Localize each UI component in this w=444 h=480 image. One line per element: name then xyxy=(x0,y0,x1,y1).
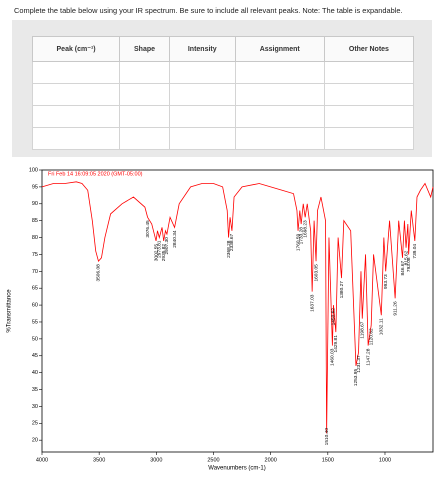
peak-label: 1032.11 xyxy=(379,318,385,335)
y-tick-label: 85 xyxy=(32,218,38,224)
table-panel: Peak (cm⁻¹) Shape Intensity Assignment O… xyxy=(12,20,432,157)
y-axis-label: %Transmittance xyxy=(7,289,13,333)
cell[interactable] xyxy=(31,127,121,150)
peak-label: 1460.03 xyxy=(330,348,336,366)
ir-spectrum: Fri Feb 14 16:09:05 2020 (GMT-05:00) Wav… xyxy=(7,167,434,472)
peak-label: 1120.62 xyxy=(368,328,374,345)
cell[interactable] xyxy=(323,61,415,84)
y-tick-label: 20 xyxy=(32,438,38,444)
y-tick-label: 60 xyxy=(32,303,38,309)
peak-label: 1637.03 xyxy=(309,294,315,312)
y-tick-label: 45 xyxy=(32,353,38,359)
y-tick-label: 30 xyxy=(32,404,38,410)
peak-label: 1510.40 xyxy=(324,428,330,446)
cell[interactable] xyxy=(119,105,170,128)
peak-label: 1429.81 xyxy=(333,335,339,353)
cell[interactable] xyxy=(168,105,236,128)
cell[interactable] xyxy=(119,127,170,150)
peak-label: 793.08 xyxy=(406,257,412,272)
x-tick-label: 1000 xyxy=(379,457,391,463)
peak-label: 1760.59 xyxy=(295,233,301,251)
x-tick-label: 1500 xyxy=(322,457,334,463)
cell[interactable] xyxy=(119,83,170,106)
x-tick-label: 4000 xyxy=(36,457,48,463)
peak-label: 3002.55 xyxy=(153,244,159,262)
y-tick-label: 90 xyxy=(32,201,38,207)
header-cell: Assignment xyxy=(234,36,325,62)
peak-label: 2973.81 xyxy=(157,240,163,258)
y-tick-label: 40 xyxy=(32,370,38,376)
peak-label: 2907.30 xyxy=(164,237,170,255)
header-cell: Peak (cm⁻¹) xyxy=(31,36,121,62)
peak-label: 846.67 xyxy=(400,260,406,275)
header-cell: Intensity xyxy=(168,36,236,62)
cell[interactable] xyxy=(31,105,121,128)
cell[interactable] xyxy=(31,83,121,106)
peak-label: 3076.45 xyxy=(145,220,151,238)
peak-label: 993.73 xyxy=(383,274,389,289)
y-tick-label: 65 xyxy=(32,286,38,292)
spectrum-line xyxy=(41,181,434,434)
peak-label: 1698.23 xyxy=(302,220,308,238)
header-row: Peak (cm⁻¹) Shape Intensity Assignment O… xyxy=(31,36,415,62)
peak-label: 1603.05 xyxy=(313,264,319,282)
cell[interactable] xyxy=(31,61,121,84)
y-tick-label: 35 xyxy=(32,387,38,393)
x-tick-label: 3000 xyxy=(150,457,162,463)
x-axis-label: Wavenumbers (cm-1) xyxy=(208,466,265,472)
peak-label: 1253.95 xyxy=(353,369,359,387)
peak-label: 2368.28 xyxy=(226,240,232,258)
peak-label: 2840.34 xyxy=(172,230,178,248)
y-tick-label: 95 xyxy=(32,184,38,190)
cell[interactable] xyxy=(168,127,236,150)
peak-label: 1450.62 xyxy=(331,308,337,326)
y-tick-label: 25 xyxy=(32,421,38,427)
peak-label: 739.04 xyxy=(412,244,418,259)
cell[interactable] xyxy=(234,61,325,84)
cell[interactable] xyxy=(119,61,170,84)
row xyxy=(31,83,415,106)
cell[interactable] xyxy=(168,83,236,106)
plot-frame xyxy=(41,169,434,453)
peak-table: Peak (cm⁻¹) Shape Intensity Assignment O… xyxy=(31,36,415,150)
peak-label: 1380.27 xyxy=(339,281,345,299)
cell[interactable] xyxy=(323,105,415,128)
y-tick-label: 100 xyxy=(29,167,38,173)
y-tick-label: 50 xyxy=(32,336,38,342)
peak-label: 2338.67 xyxy=(229,233,235,251)
cell[interactable] xyxy=(323,127,415,150)
x-tick-label: 2500 xyxy=(207,457,219,463)
peak-label: 1231.37 xyxy=(356,355,362,373)
y-tick-label: 70 xyxy=(32,269,38,275)
y-tick-label: 75 xyxy=(32,252,38,258)
peak-label: 911.26 xyxy=(392,301,398,316)
cell[interactable] xyxy=(234,83,325,106)
x-tick-label: 2000 xyxy=(265,457,277,463)
row xyxy=(31,61,415,84)
x-tick-label: 3500 xyxy=(93,457,105,463)
header-cell: Other Notes xyxy=(323,36,415,62)
instructions: Complete the table below using your IR s… xyxy=(14,6,403,15)
cell[interactable] xyxy=(234,105,325,128)
peak-label: 815.62 xyxy=(403,250,409,265)
cell[interactable] xyxy=(168,61,236,84)
cell[interactable] xyxy=(234,127,325,150)
row xyxy=(31,105,415,128)
peak-label: 3506.08 xyxy=(96,264,102,282)
y-tick-label: 55 xyxy=(32,319,38,325)
row xyxy=(31,127,415,150)
header-cell: Shape xyxy=(119,36,170,62)
peak-label: 1147.28 xyxy=(365,348,371,365)
timestamp: Fri Feb 14 16:09:05 2020 (GMT-05:00) xyxy=(48,171,143,177)
peak-label: 1198.67 xyxy=(360,321,366,338)
y-tick-label: 80 xyxy=(32,235,38,241)
cell[interactable] xyxy=(323,83,415,106)
peak-label: 1733.28 xyxy=(298,227,304,245)
peak-label: 2935.82 xyxy=(161,244,167,262)
